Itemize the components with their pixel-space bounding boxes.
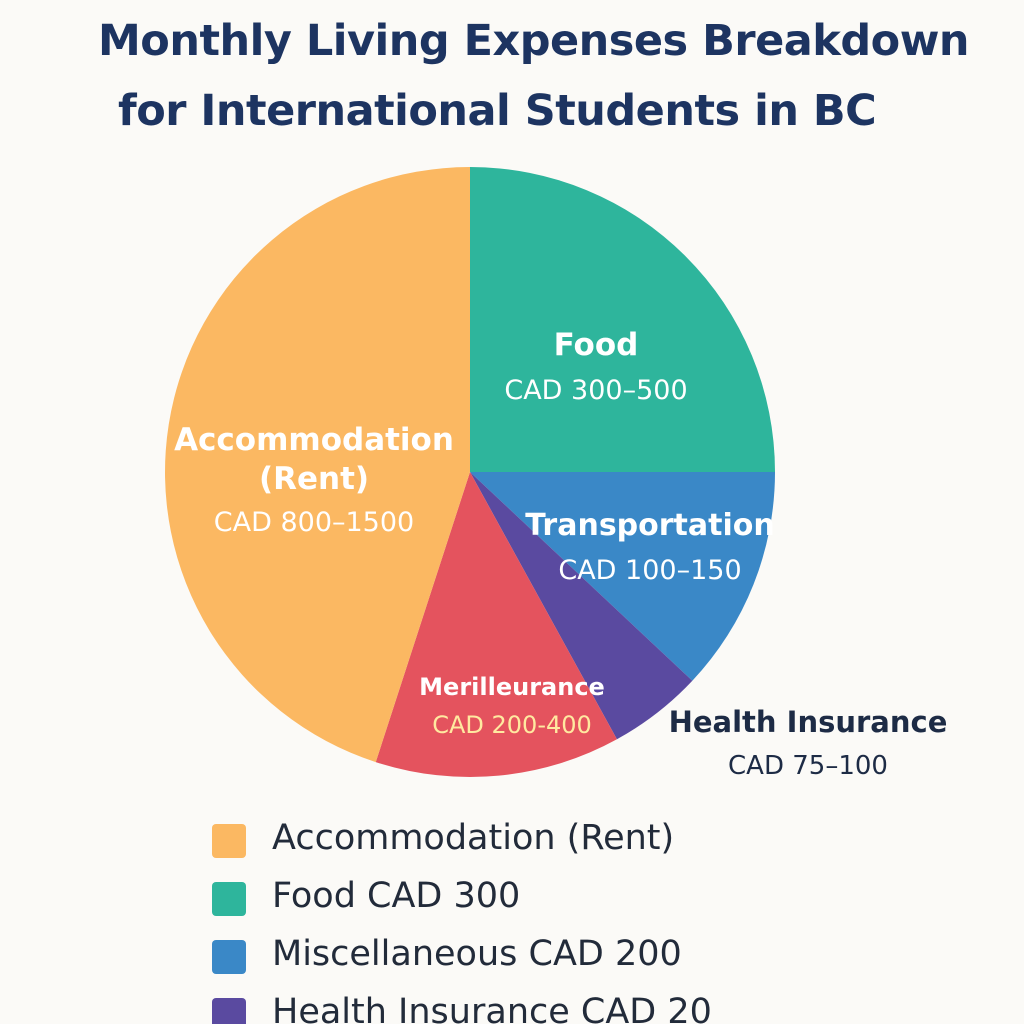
slice-name-label: Accommodation xyxy=(174,422,454,458)
slice-range-label: CAD 200-400 xyxy=(432,711,592,739)
slice-name-label: Health Insurance xyxy=(669,705,948,739)
pie-slice xyxy=(470,472,775,681)
legend-label: Food CAD 300 xyxy=(272,876,521,916)
legend-swatch xyxy=(212,940,246,974)
slice-name-label: Merilleurance xyxy=(419,673,605,701)
legend-label: Miscellaneous CAD 200 xyxy=(272,934,682,974)
slice-range-label: CAD 800–1500 xyxy=(214,507,414,538)
slice-name-label: Transportation xyxy=(525,508,774,543)
pie-slice xyxy=(375,472,617,777)
slice-range-label: CAD 300–500 xyxy=(504,375,687,406)
slice-name-label: Food xyxy=(554,327,639,363)
legend-swatch xyxy=(212,824,246,858)
chart-title-line-1: Monthly Living Expenses Breakdown xyxy=(98,16,970,66)
chart-title-line-2: for International Students in BC xyxy=(118,86,877,136)
pie-slice xyxy=(165,167,470,763)
legend-swatch xyxy=(212,998,246,1024)
slice-name-label: (Rent) xyxy=(259,461,369,497)
pie-slice xyxy=(470,167,775,472)
pie-slice xyxy=(470,472,693,740)
slice-range-label: CAD 75–100 xyxy=(728,751,888,781)
legend-label: Health Insurance CAD 20 xyxy=(272,992,712,1024)
slice-range-label: CAD 100–150 xyxy=(558,555,741,586)
legend-swatch xyxy=(212,882,246,916)
legend-label: Accommodation (Rent) xyxy=(272,818,675,858)
